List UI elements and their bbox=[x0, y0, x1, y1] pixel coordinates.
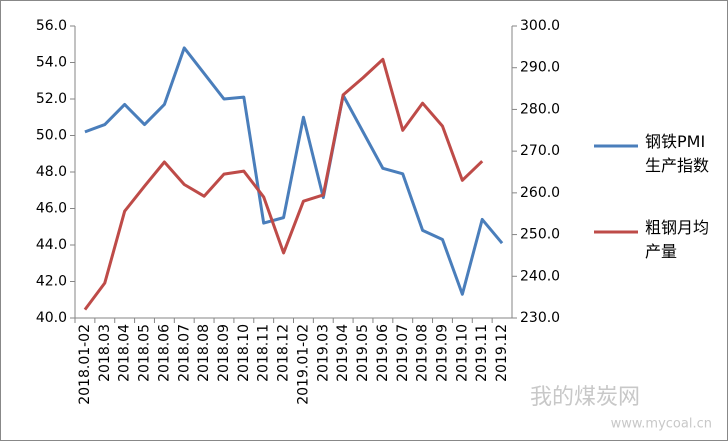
x-tick-label: 2018.09 bbox=[216, 324, 232, 382]
x-tick-label: 2019.12 bbox=[494, 324, 510, 382]
x-tick-label: 2019.11 bbox=[474, 324, 490, 382]
y2-tick-label: 280.0 bbox=[520, 101, 560, 117]
y2-tick-label: 290.0 bbox=[520, 60, 560, 76]
y-tick-label: 40.0 bbox=[36, 310, 67, 326]
x-tick-label: 2019.05 bbox=[355, 324, 371, 382]
x-tick-label: 2019.06 bbox=[375, 324, 391, 382]
y-tick-label: 48.0 bbox=[36, 164, 67, 180]
y2-tick-label: 240.0 bbox=[520, 268, 560, 284]
y2-tick-label: 250.0 bbox=[520, 227, 560, 243]
watermark-url: www.mycoal.cn bbox=[611, 417, 712, 432]
x-tick-label: 2018.11 bbox=[256, 324, 272, 382]
y-tick-label: 52.0 bbox=[36, 91, 67, 107]
x-tick-label: 2019.04 bbox=[335, 324, 351, 382]
x-tick-label: 2019.03 bbox=[315, 324, 331, 382]
legend-label: 钢铁PMI生产指数 bbox=[645, 132, 710, 175]
y-tick-label: 46.0 bbox=[36, 201, 67, 217]
x-tick-label: 2018.06 bbox=[156, 324, 172, 382]
y2-tick-label: 260.0 bbox=[520, 185, 560, 201]
y-tick-label: 44.0 bbox=[36, 237, 67, 253]
y-tick-label: 54.0 bbox=[36, 55, 67, 71]
x-tick-label: 2019.08 bbox=[415, 324, 431, 382]
series-line bbox=[84, 46, 504, 296]
x-tick-label: 2019.01-02 bbox=[295, 324, 311, 405]
y2-tick-label: 270.0 bbox=[520, 143, 560, 159]
x-tick-label: 2019.10 bbox=[454, 324, 470, 382]
x-tick-label: 2018.01-02 bbox=[77, 324, 93, 405]
x-tick-label: 2018.12 bbox=[276, 324, 292, 382]
x-tick-label: 2019.07 bbox=[395, 324, 411, 382]
legend-label: 粗钢月均产量 bbox=[645, 218, 710, 261]
x-tick-label: 2018.10 bbox=[236, 324, 252, 382]
y-tick-label: 42.0 bbox=[36, 274, 67, 290]
watermark: 我的煤炭网 bbox=[530, 385, 640, 410]
x-tick-label: 2018.07 bbox=[176, 324, 192, 382]
x-tick-label: 2018.03 bbox=[97, 324, 113, 382]
y-tick-label: 56.0 bbox=[36, 18, 67, 34]
series-line bbox=[83, 57, 484, 311]
x-tick-label: 2019.09 bbox=[434, 324, 450, 382]
x-tick-label: 2018.05 bbox=[137, 324, 153, 382]
y2-tick-label: 230.0 bbox=[520, 310, 560, 326]
y-tick-label: 50.0 bbox=[36, 128, 67, 144]
x-tick-label: 2018.08 bbox=[196, 324, 212, 382]
x-tick-label: 2018.04 bbox=[117, 324, 133, 382]
y2-tick-label: 300.0 bbox=[520, 18, 560, 34]
